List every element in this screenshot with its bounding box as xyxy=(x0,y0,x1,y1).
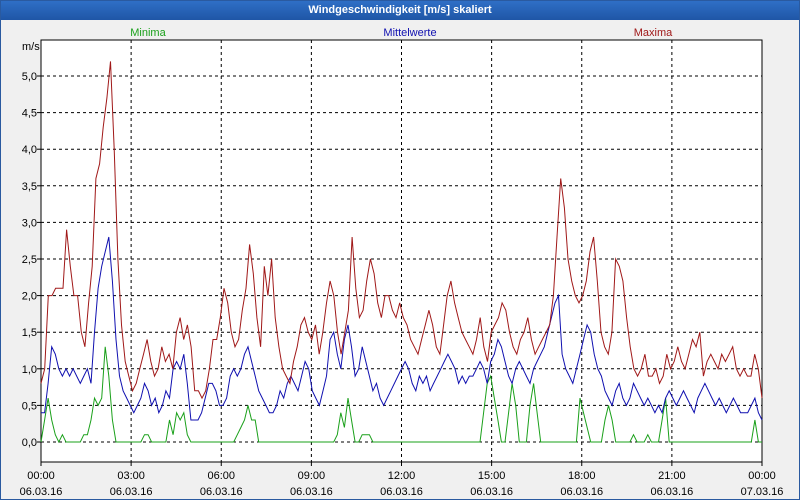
x-tick-time-label: 12:00 xyxy=(388,470,416,482)
wind-speed-chart: 0,0 0,5 1,0 1,5 2,0 2,5 3,0 3,5 4,0 4,5 5,0 00:00 06… xyxy=(20,27,784,498)
y-tick-label: 5,0 xyxy=(22,71,37,83)
legend-minima: Minima xyxy=(130,27,166,39)
x-tick-date-label: 07.03.16 xyxy=(741,486,784,498)
x-tick-date-label: 06.03.16 xyxy=(470,486,513,498)
x-tick-time-label: 09:00 xyxy=(298,470,326,482)
x-tick-date-label: 06.03.16 xyxy=(20,486,63,498)
x-tick-date-label: 06.03.16 xyxy=(110,486,153,498)
x-tick-date-label: 06.03.16 xyxy=(290,486,333,498)
series-line-mittelwerte xyxy=(41,236,763,421)
x-tick-date-label: 06.03.16 xyxy=(380,486,423,498)
x-tick-time-label: 03:00 xyxy=(117,470,145,482)
legend-mittelwerte: Mittelwerte xyxy=(383,27,436,39)
x-tick-time-label: 15:00 xyxy=(478,470,506,482)
y-tick-label: 3,5 xyxy=(22,181,37,193)
y-tick-label: 1,0 xyxy=(22,364,37,376)
x-tick-time-label: 21:00 xyxy=(658,470,686,482)
window-title: Windgeschwindigkeit [m/s] skaliert xyxy=(1,1,799,20)
y-axis-label: m/s xyxy=(22,41,40,53)
y-tick-label: 0,0 xyxy=(22,437,37,449)
x-tick-date-label: 06.03.16 xyxy=(200,486,243,498)
x-tick-time-label: 00:00 xyxy=(748,470,776,482)
y-tick-label: 3,0 xyxy=(22,217,37,229)
y-tick-label: 2,5 xyxy=(22,254,37,266)
y-tick-label: 4,0 xyxy=(22,144,37,156)
x-tick-date-label: 06.03.16 xyxy=(560,486,603,498)
series-line-maxima xyxy=(40,61,763,400)
x-tick-date-label: 06.03.16 xyxy=(650,486,693,498)
y-tick-label: 2,0 xyxy=(22,291,37,303)
y-tick-label: 0,5 xyxy=(22,400,37,412)
legend-maxima: Maxima xyxy=(634,27,673,39)
y-tick-label: 4,5 xyxy=(22,108,37,120)
y-tick-label: 1,5 xyxy=(22,327,37,339)
series-line-minima xyxy=(40,346,762,444)
x-tick-time-label: 00:00 xyxy=(27,470,55,482)
x-tick-time-label: 18:00 xyxy=(568,470,596,482)
x-tick-time-label: 06:00 xyxy=(207,470,235,482)
